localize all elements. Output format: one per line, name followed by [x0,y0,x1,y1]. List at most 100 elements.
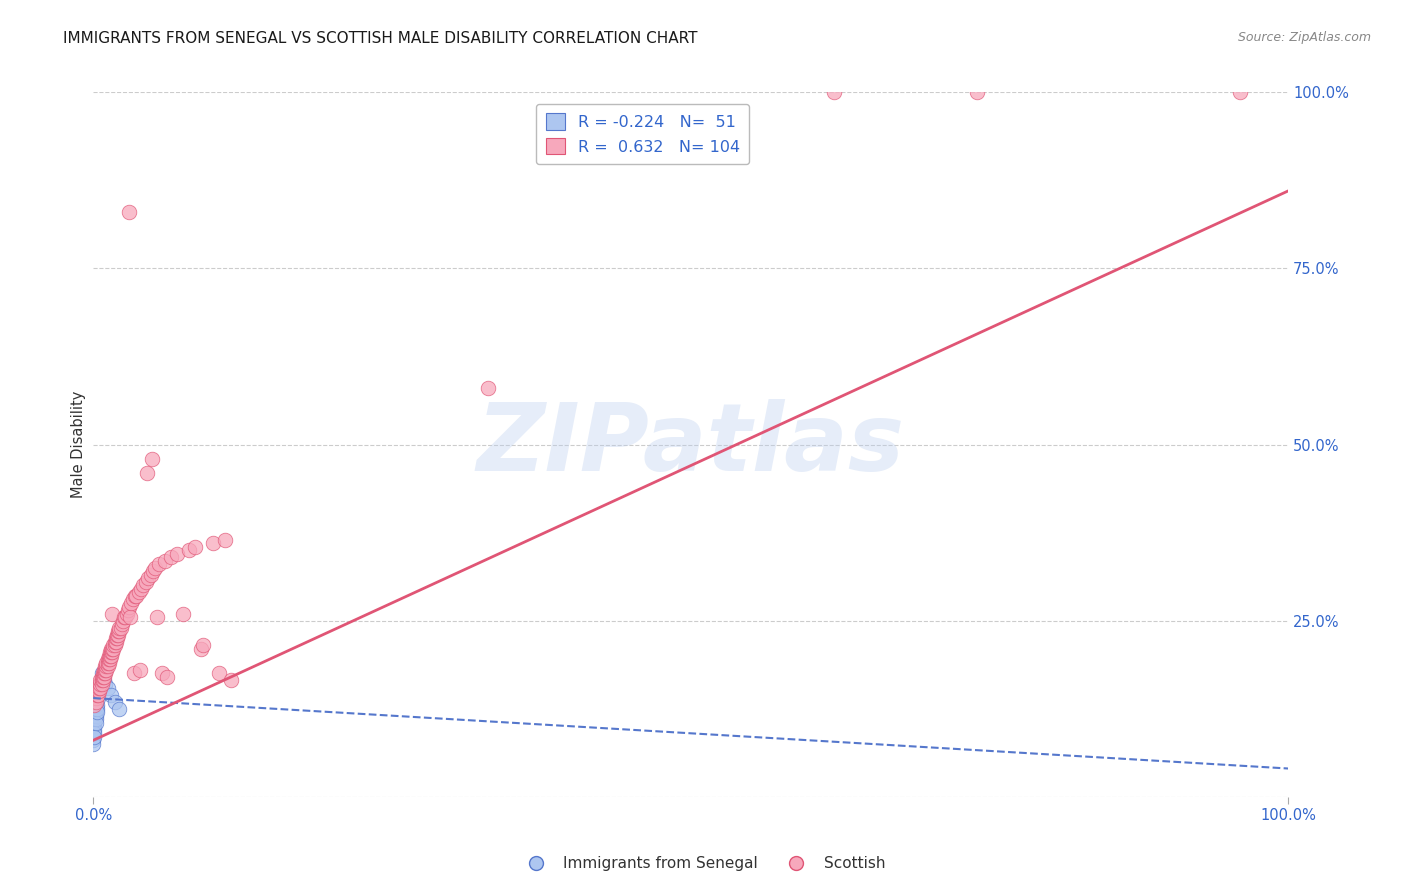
Point [208,666,231,681]
Point [104,634,127,648]
Point [219,673,242,688]
Point [114,610,136,624]
Point [82,737,104,751]
Point [823,86,845,100]
Point [477,381,499,395]
Point [96,652,118,666]
Point [87,681,110,695]
Point [84,701,107,715]
Point [86,688,108,702]
Point [136,466,159,480]
Point [82,701,104,715]
Point [122,666,145,681]
Point [107,624,129,639]
Point [101,607,124,621]
Point [82,691,104,706]
Point [201,536,224,550]
Point [103,641,125,656]
Point [89,677,111,691]
Point [100,641,122,656]
Point [96,656,118,670]
Point [98,652,121,666]
Point [124,589,146,603]
Point [91,666,114,681]
Legend: R = -0.224   N=  51, R =  0.632   N= 104: R = -0.224 N= 51, R = 0.632 N= 104 [536,103,749,164]
Text: IMMIGRANTS FROM SENEGAL VS SCOTTISH MALE DISABILITY CORRELATION CHART: IMMIGRANTS FROM SENEGAL VS SCOTTISH MALE… [63,31,697,46]
Point [82,698,104,712]
Point [100,648,122,663]
Point [1229,86,1251,100]
Point [90,670,112,684]
Point [107,628,129,642]
Point [90,677,112,691]
Point [214,533,236,547]
Point [136,571,159,585]
Point [87,688,110,702]
Text: ZIPatlas: ZIPatlas [477,399,904,491]
Point [94,663,117,677]
Point [87,684,110,698]
Point [105,628,128,642]
Point [98,645,121,659]
Point [82,715,104,730]
Point [160,550,183,565]
Y-axis label: Male Disability: Male Disability [72,391,86,499]
Point [82,705,104,719]
Point [101,645,124,659]
Point [83,719,105,733]
Point [125,589,148,603]
Point [89,684,111,698]
Point [156,670,179,684]
Point [84,698,107,712]
Point [83,701,105,715]
Point [89,677,111,691]
Point [82,719,104,733]
Point [117,603,139,617]
Point [89,681,111,695]
Point [91,670,114,684]
Point [120,596,142,610]
Point [177,543,200,558]
Point [145,610,167,624]
Point [83,730,105,744]
Point [96,681,118,695]
Point [90,666,112,681]
Point [87,688,110,702]
Point [82,723,104,737]
Point [83,698,105,712]
Point [83,698,105,712]
Point [83,712,105,726]
Point [104,634,127,648]
Point [97,656,120,670]
Point [96,659,118,673]
Point [132,578,155,592]
Point [108,701,131,715]
Point [143,561,166,575]
Point [142,564,165,578]
Point [90,670,112,684]
Point [83,715,105,730]
Point [97,648,120,663]
Legend: Immigrants from Senegal, Scottish: Immigrants from Senegal, Scottish [515,850,891,877]
Point [94,677,117,691]
Point [101,641,124,656]
Point [96,656,118,670]
Point [84,715,107,730]
Point [84,705,107,719]
Point [966,86,988,100]
Point [152,666,174,681]
Point [112,614,135,628]
Point [82,712,104,726]
Point [84,695,107,709]
Point [83,681,105,695]
Point [89,681,111,695]
Point [108,624,131,639]
Point [82,688,104,702]
Point [84,712,107,726]
Point [104,631,127,645]
Point [82,681,104,695]
Point [135,574,157,589]
Point [129,582,152,596]
Point [166,547,188,561]
Point [83,688,105,702]
